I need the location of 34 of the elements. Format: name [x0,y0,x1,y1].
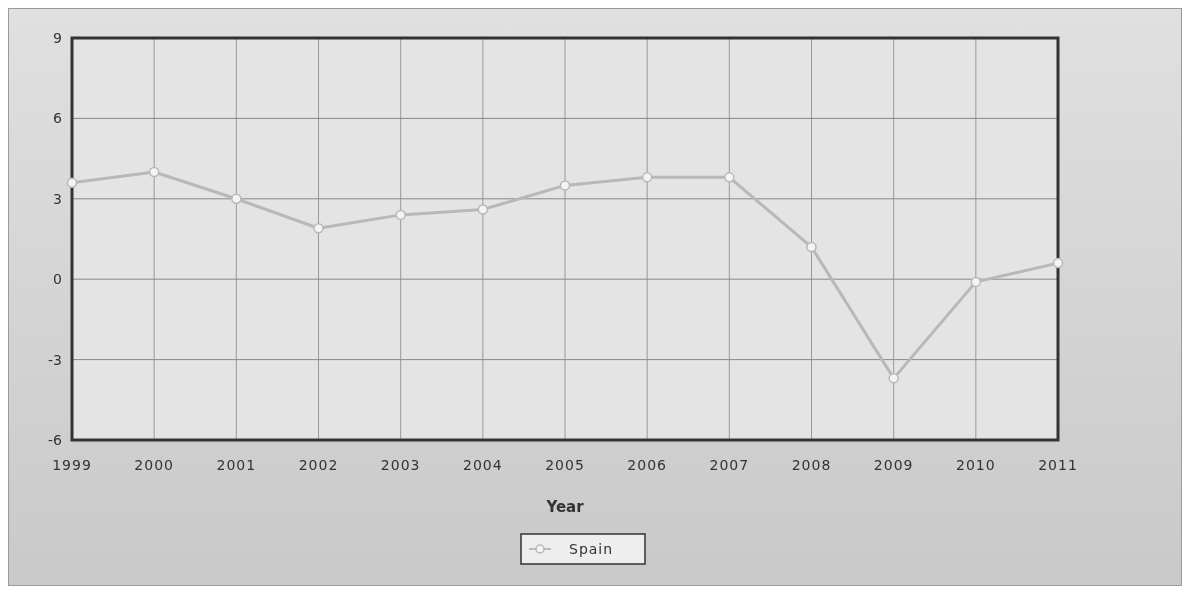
point [806,241,817,253]
y-tick-label: 6 [53,110,63,127]
point [641,172,653,183]
legend-label: Spain [569,540,614,557]
point [313,223,324,234]
point [66,177,78,188]
y-tick-label: 9 [53,29,62,46]
x-tick-label: 2003 [380,457,421,473]
y-tick-label: 0 [53,271,62,288]
point [559,180,571,191]
x-tick-label: 2007 [709,457,750,473]
point [231,193,242,205]
x-tick-label: 2000 [134,457,174,473]
point [148,166,160,178]
x-tick-label: 2006 [627,457,667,473]
point [888,373,899,384]
point [724,172,735,183]
x-axis-title: Year [545,498,585,516]
x-tick-label: 2008 [791,457,832,473]
y-tick-label: -6 [48,431,63,448]
y-tick-label: 3 [53,190,62,207]
point [395,209,406,221]
x-tick-label: 1999 [52,457,92,473]
x-tick-label: 2002 [298,457,339,473]
x-tick-label: 2004 [463,457,503,473]
x-tick-label: 2009 [873,457,914,473]
x-tick-label: 2005 [545,457,585,473]
point [970,276,982,288]
point [1052,257,1064,269]
point [477,204,489,215]
y-tick-label: -3 [48,351,62,368]
x-tick-label: 2010 [956,457,996,473]
x-tick-label: 2011 [1038,457,1078,473]
x-tick-label: 2001 [216,457,257,473]
